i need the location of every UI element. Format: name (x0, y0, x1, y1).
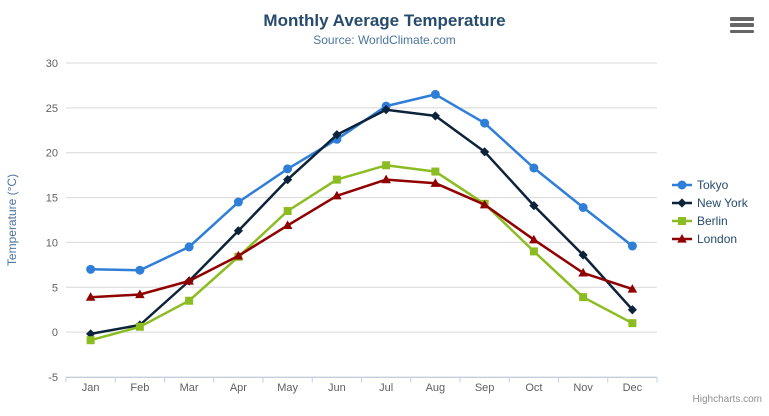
y-tick-label: -5 (48, 372, 58, 384)
data-point-tokyo[interactable] (86, 264, 96, 274)
hamburger-bar (730, 17, 754, 21)
data-point-london[interactable] (135, 289, 145, 299)
data-point-new-york[interactable] (480, 147, 490, 157)
data-point-tokyo[interactable] (627, 241, 637, 251)
data-point-berlin[interactable] (86, 336, 95, 345)
y-tick-label: 15 (46, 193, 58, 205)
legend-label: New York (697, 196, 748, 210)
data-point-new-york[interactable] (233, 226, 243, 236)
series-line-new-york[interactable] (90, 108, 634, 336)
x-tick-label: Oct (525, 382, 542, 394)
x-tick-label: Mar (180, 382, 199, 394)
x-tick-label: Jul (379, 382, 393, 394)
x-tick-label: Aug (426, 382, 446, 394)
data-point-berlin[interactable] (431, 167, 440, 176)
y-tick-label: 30 (46, 58, 58, 70)
legend-item-london[interactable]: London (672, 230, 748, 248)
chart-title: Monthly Average Temperature (263, 11, 506, 30)
hamburger-icon[interactable] (730, 16, 754, 34)
data-point-tokyo[interactable] (283, 164, 293, 174)
credits-link[interactable]: Highcharts.com (692, 394, 762, 405)
y-tick-label: 5 (52, 282, 58, 294)
data-point-berlin[interactable] (332, 175, 341, 184)
data-point-berlin[interactable] (283, 207, 292, 216)
x-tick-label: Apr (230, 382, 247, 394)
data-point-new-york[interactable] (430, 111, 440, 121)
y-tick-label: 20 (46, 148, 58, 160)
data-point-london[interactable] (381, 174, 391, 184)
legend-item-tokyo[interactable]: Tokyo (672, 176, 748, 194)
legend-item-berlin[interactable]: Berlin (672, 212, 748, 230)
y-axis-title: Temperature (°C) (5, 174, 19, 266)
data-point-london[interactable] (85, 292, 96, 301)
data-point-new-york[interactable] (578, 250, 588, 260)
series-line-berlin[interactable] (90, 164, 633, 342)
data-point-london[interactable] (233, 250, 244, 260)
data-point-tokyo[interactable] (529, 163, 539, 173)
y-tick-label: 0 (52, 327, 58, 339)
data-point-berlin[interactable] (185, 296, 194, 305)
legend-marker-tokyo-icon (672, 180, 692, 190)
legend-marker-berlin-icon (672, 217, 692, 225)
x-tick-label: Sep (475, 382, 495, 394)
data-point-london[interactable] (529, 234, 539, 244)
data-point-london[interactable] (332, 190, 342, 200)
data-point-berlin[interactable] (529, 247, 538, 256)
x-tick-label: Jan (82, 382, 100, 394)
legend-marker-new-york-icon (672, 198, 692, 208)
data-point-berlin[interactable] (628, 319, 637, 328)
hamburger-bar (730, 29, 754, 33)
legend-label: London (697, 232, 738, 246)
x-tick-label: May (277, 382, 298, 394)
data-point-new-york[interactable] (283, 175, 293, 185)
data-point-london[interactable] (578, 267, 588, 277)
legend-label: Berlin (697, 214, 728, 228)
x-tick-label: Nov (573, 382, 593, 394)
legend: Tokyo New York Berlin London (672, 176, 748, 248)
data-point-tokyo[interactable] (578, 202, 588, 212)
data-point-new-york[interactable] (529, 201, 539, 211)
y-tick-label: 10 (46, 237, 58, 249)
x-tick-label: Feb (130, 382, 149, 394)
data-point-tokyo[interactable] (480, 118, 490, 128)
data-point-tokyo[interactable] (430, 89, 440, 99)
legend-item-new-york[interactable]: New York (672, 194, 748, 212)
data-point-new-york[interactable] (332, 130, 342, 140)
data-point-london[interactable] (627, 284, 638, 293)
data-point-london[interactable] (184, 276, 194, 285)
legend-label: Tokyo (697, 178, 729, 192)
legend-marker-london-icon (672, 234, 692, 243)
data-point-berlin[interactable] (382, 161, 391, 170)
chart-subtitle: Source: WorldClimate.com (313, 33, 456, 47)
data-point-new-york[interactable] (381, 105, 391, 115)
data-point-berlin[interactable] (579, 293, 588, 302)
x-tick-label: Dec (623, 382, 643, 394)
data-point-london[interactable] (430, 178, 441, 187)
series-line-london[interactable] (90, 178, 633, 299)
x-tick-label: Jun (328, 382, 346, 394)
data-point-tokyo[interactable] (233, 197, 243, 207)
y-tick-label: 25 (46, 103, 58, 115)
series-line-tokyo[interactable] (90, 93, 634, 272)
data-point-tokyo[interactable] (135, 265, 145, 275)
data-point-new-york[interactable] (627, 305, 637, 315)
data-point-london[interactable] (282, 220, 293, 229)
data-point-berlin[interactable] (135, 322, 144, 331)
data-point-tokyo[interactable] (184, 242, 194, 252)
hamburger-bar (730, 23, 754, 27)
data-point-london[interactable] (479, 199, 490, 209)
